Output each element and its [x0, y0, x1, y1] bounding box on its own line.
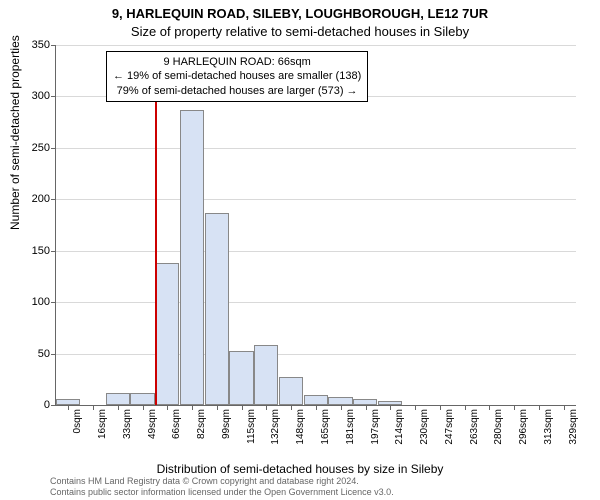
x-axis-label: Distribution of semi-detached houses by …: [0, 462, 600, 476]
chart-title-main: 9, HARLEQUIN ROAD, SILEBY, LOUGHBOROUGH,…: [0, 6, 600, 21]
x-tick-mark: [564, 405, 565, 410]
x-tick-label: 99sqm: [221, 409, 232, 439]
y-tick-mark: [51, 405, 56, 406]
x-tick-label: 329sqm: [568, 409, 579, 445]
x-tick-label: 82sqm: [196, 409, 207, 439]
grid-line: [56, 251, 576, 252]
y-tick-label: 350: [32, 39, 50, 51]
x-tick-mark: [390, 405, 391, 410]
y-axis-label: Number of semi-detached properties: [8, 35, 22, 230]
x-tick-mark: [118, 405, 119, 410]
plot-area: 0501001502002503003500sqm16sqm33sqm49sqm…: [55, 45, 576, 406]
x-tick-label: 181sqm: [345, 409, 356, 445]
chart-container: 9, HARLEQUIN ROAD, SILEBY, LOUGHBOROUGH,…: [0, 0, 600, 500]
x-tick-label: 115sqm: [246, 409, 257, 444]
x-tick-label: 247sqm: [444, 409, 455, 445]
x-tick-mark: [415, 405, 416, 410]
x-tick-mark: [167, 405, 168, 410]
histogram-bar: [229, 351, 253, 406]
grid-line: [56, 354, 576, 355]
info-line3: 79% of semi-detached houses are larger (…: [113, 84, 361, 98]
x-tick-mark: [266, 405, 267, 410]
x-tick-label: 197sqm: [370, 409, 381, 445]
marker-line: [155, 96, 157, 405]
histogram-bar: [130, 393, 154, 405]
x-tick-label: 263sqm: [469, 409, 480, 445]
histogram-bar: [254, 345, 278, 405]
x-tick-mark: [489, 405, 490, 410]
grid-line: [56, 45, 576, 46]
y-tick-label: 50: [38, 348, 50, 360]
footer-line2: Contains public sector information licen…: [50, 487, 590, 498]
histogram-bar: [155, 263, 179, 405]
x-tick-mark: [192, 405, 193, 410]
x-tick-mark: [465, 405, 466, 410]
x-tick-label: 33sqm: [122, 409, 133, 439]
x-tick-label: 165sqm: [320, 409, 331, 445]
grid-line: [56, 148, 576, 149]
y-tick-mark: [51, 302, 56, 303]
info-box: 9 HARLEQUIN ROAD: 66sqm ← 19% of semi-de…: [106, 51, 368, 102]
x-tick-label: 16sqm: [97, 409, 108, 439]
footer-line1: Contains HM Land Registry data © Crown c…: [50, 476, 590, 487]
x-tick-label: 132sqm: [270, 409, 281, 445]
x-tick-mark: [440, 405, 441, 410]
x-tick-mark: [93, 405, 94, 410]
histogram-bar: [279, 377, 303, 405]
x-tick-label: 296sqm: [518, 409, 529, 445]
y-tick-mark: [51, 354, 56, 355]
y-tick-label: 300: [32, 90, 50, 102]
y-tick-mark: [51, 148, 56, 149]
x-tick-mark: [143, 405, 144, 410]
x-tick-mark: [217, 405, 218, 410]
grid-line: [56, 199, 576, 200]
histogram-bar: [180, 110, 204, 405]
x-tick-mark: [366, 405, 367, 410]
x-tick-label: 230sqm: [419, 409, 430, 445]
x-tick-label: 148sqm: [295, 409, 306, 445]
x-tick-mark: [539, 405, 540, 410]
y-tick-label: 0: [44, 399, 50, 411]
x-tick-label: 280sqm: [493, 409, 504, 445]
x-tick-label: 313sqm: [543, 409, 554, 445]
y-tick-label: 100: [32, 296, 50, 308]
grid-line: [56, 302, 576, 303]
histogram-bar: [304, 395, 328, 405]
footer: Contains HM Land Registry data © Crown c…: [50, 476, 590, 498]
histogram-bar: [205, 213, 229, 405]
x-tick-mark: [68, 405, 69, 410]
x-tick-mark: [514, 405, 515, 410]
y-tick-mark: [51, 199, 56, 200]
x-tick-label: 49sqm: [147, 409, 158, 439]
y-tick-label: 250: [32, 142, 50, 154]
x-tick-label: 66sqm: [171, 409, 182, 439]
y-tick-mark: [51, 96, 56, 97]
histogram-bar: [106, 393, 130, 405]
x-tick-mark: [316, 405, 317, 410]
info-line1: 9 HARLEQUIN ROAD: 66sqm: [113, 55, 361, 69]
x-tick-label: 214sqm: [394, 409, 405, 445]
y-tick-mark: [51, 45, 56, 46]
x-tick-label: 0sqm: [72, 409, 83, 433]
y-tick-label: 200: [32, 193, 50, 205]
y-tick-label: 150: [32, 245, 50, 257]
histogram-bar: [328, 397, 352, 405]
x-tick-mark: [242, 405, 243, 410]
x-tick-mark: [291, 405, 292, 410]
info-line2: ← 19% of semi-detached houses are smalle…: [113, 69, 361, 83]
x-tick-mark: [341, 405, 342, 410]
chart-title-sub: Size of property relative to semi-detach…: [0, 24, 600, 39]
y-tick-mark: [51, 251, 56, 252]
